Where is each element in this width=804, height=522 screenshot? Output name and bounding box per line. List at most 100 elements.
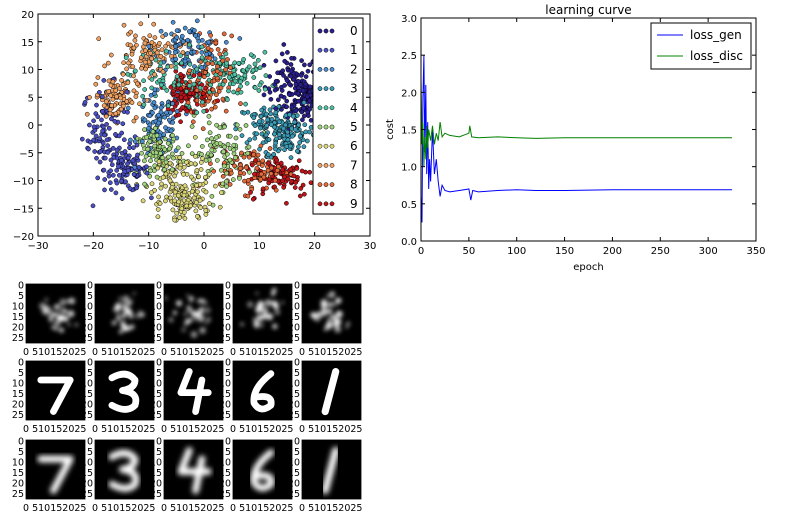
digit-y-tick-label: 20 — [150, 323, 162, 334]
scatter-y-tick-label: 10 — [21, 66, 34, 77]
line-x-tick-label: 200 — [603, 246, 622, 257]
scatter-point — [164, 88, 170, 93]
scatter-point — [152, 188, 157, 193]
scatter-point — [180, 105, 185, 110]
scatter-y-tick-label: 15 — [21, 38, 34, 49]
noise-blob — [66, 299, 70, 303]
scatter-point — [213, 40, 219, 46]
scatter-point — [272, 178, 278, 183]
scatter-point — [140, 198, 146, 204]
scatter-point — [247, 169, 252, 175]
scatter-legend-label: 3 — [350, 82, 358, 96]
scatter-point — [178, 119, 183, 125]
scatter-point — [187, 42, 192, 48]
line-x-tick-label: 100 — [507, 246, 526, 257]
digit-stroke — [37, 376, 74, 415]
scatter-point — [267, 74, 273, 79]
scatter-point — [246, 64, 252, 70]
scatter-point — [96, 36, 102, 42]
scatter-point — [275, 97, 281, 103]
scatter-point — [100, 128, 105, 134]
scatter-point — [125, 168, 131, 173]
scatter-point — [228, 170, 234, 176]
digit-y-tick-label: 15 — [288, 389, 300, 400]
scatter-point — [246, 144, 252, 150]
scatter-point — [209, 147, 215, 153]
scatter-point — [208, 152, 214, 158]
scatter-point — [119, 178, 124, 184]
scatter-point — [246, 154, 252, 160]
scatter-point — [307, 169, 313, 175]
scatter-point — [181, 171, 186, 177]
scatter-point — [252, 61, 258, 67]
digit-stroke — [108, 449, 140, 492]
scatter-point — [284, 98, 290, 104]
digit-y-tick-label: 15 — [150, 389, 162, 400]
scatter-point — [186, 83, 192, 88]
digit-y-tick-label: 15 — [150, 312, 162, 323]
legend-marker — [323, 143, 329, 149]
scatter-point — [174, 92, 180, 98]
scatter-point — [257, 146, 262, 152]
scatter-point — [262, 86, 268, 92]
scatter-point — [303, 129, 309, 135]
scatter-point — [105, 150, 111, 155]
scatter-point — [149, 190, 154, 195]
scatter-point — [128, 137, 133, 143]
scatter-point — [218, 167, 224, 173]
scatter-point — [206, 113, 212, 119]
scatter-point — [131, 45, 137, 51]
scatter-point — [166, 117, 172, 123]
scatter-point — [134, 185, 139, 191]
scatter-point — [271, 151, 277, 157]
scatter-point — [232, 72, 238, 77]
scatter-point — [201, 74, 207, 80]
scatter-point — [94, 155, 99, 161]
scatter-point — [170, 88, 176, 94]
scatter-point — [220, 82, 226, 87]
scatter-point — [298, 73, 304, 78]
scatter-point — [259, 107, 265, 113]
scatter-point — [130, 158, 136, 164]
line-x-tick-label: 50 — [462, 246, 475, 257]
noise-blob — [74, 323, 79, 327]
scatter-point — [210, 61, 215, 67]
digit-y-tick-label: 20 — [150, 479, 162, 490]
digit-glyph-4 — [177, 368, 212, 415]
noise-blob — [164, 296, 168, 300]
scatter-point — [225, 97, 230, 102]
scatter-point — [223, 39, 229, 45]
scatter-point — [100, 140, 106, 146]
noise-blobs — [39, 297, 79, 333]
digit-y-tick-label: 20 — [219, 323, 231, 334]
digit-y-tick-label: 5 — [225, 291, 231, 302]
scatter-point — [193, 208, 199, 214]
scatter-point — [255, 152, 261, 158]
scatter-point — [168, 110, 173, 116]
noise-blob — [67, 310, 75, 318]
scatter-point — [238, 83, 243, 89]
scatter-point — [152, 105, 158, 111]
digit-y-tick-label: 25 — [150, 333, 162, 344]
scatter-point — [226, 74, 232, 80]
scatter-point — [240, 68, 246, 74]
scatter-point — [186, 143, 191, 149]
scatter-point — [169, 151, 175, 157]
digit-y-tick-label: 0 — [225, 358, 231, 369]
scatter-point — [163, 43, 168, 49]
noise-blob — [43, 310, 49, 316]
digit-y-tick-label: 10 — [150, 458, 162, 469]
scatter-point — [299, 109, 305, 115]
scatter-point — [273, 146, 278, 152]
scatter-point — [163, 171, 169, 177]
scatter-point — [159, 181, 164, 187]
scatter-point — [188, 203, 193, 209]
digit-stroke — [192, 455, 206, 494]
scatter-point — [295, 148, 300, 154]
noise-blob — [118, 330, 123, 334]
scatter-point — [281, 185, 287, 190]
scatter-point — [182, 183, 188, 189]
digit-y-tick-label: 25 — [288, 333, 300, 344]
scatter-point — [251, 152, 257, 157]
scatter-point — [286, 92, 292, 97]
